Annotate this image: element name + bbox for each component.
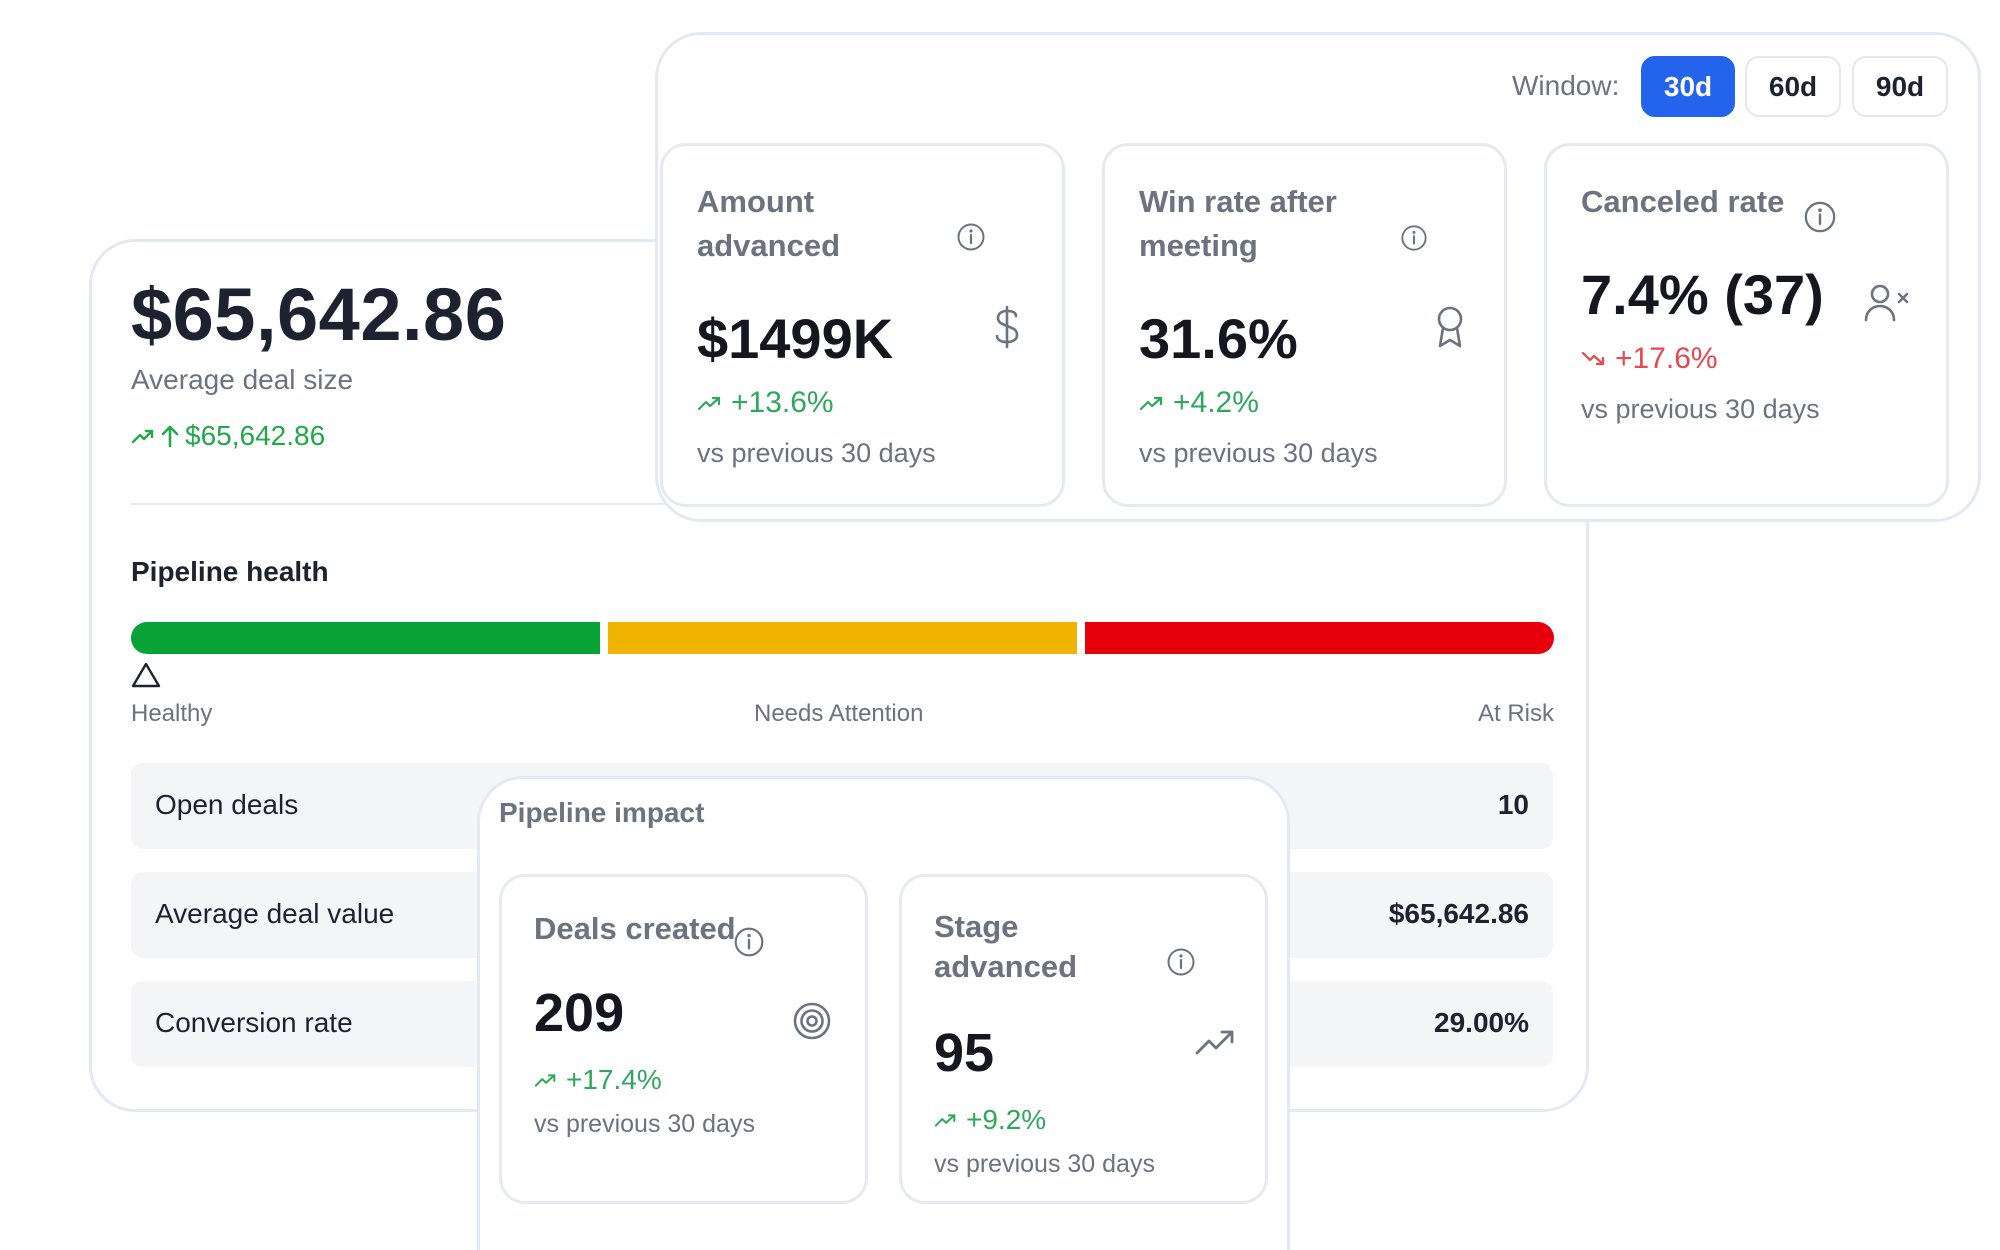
average-deal-size-delta: $65,642.86 — [131, 420, 325, 452]
impact-title: Deals created — [534, 911, 736, 946]
user-x-icon — [1864, 284, 1909, 322]
health-marker-icon — [131, 662, 161, 688]
target-icon — [793, 1002, 831, 1040]
health-bar-needs-attention — [608, 622, 1077, 654]
info-icon[interactable] — [1400, 224, 1428, 252]
window-90d-button[interactable]: 90d — [1852, 56, 1948, 117]
metric-label: Conversion rate — [155, 1007, 353, 1038]
trend-up-icon — [697, 396, 721, 411]
health-label-at-risk: At Risk — [1478, 700, 1555, 727]
health-bar-at-risk — [1085, 622, 1554, 654]
trend-up-icon — [131, 429, 154, 444]
kpi-comparison-note: vs previous 30 days — [1139, 438, 1378, 468]
pipeline-impact-title: Pipeline impact — [499, 797, 705, 828]
info-icon[interactable] — [1803, 200, 1837, 234]
metric-value: $65,642.86 — [1388, 898, 1529, 929]
window-30d-button[interactable]: 30d — [1641, 56, 1735, 117]
trend-up-icon — [934, 1114, 956, 1127]
impact-delta: +17.4% — [534, 1064, 662, 1096]
kpi-delta: +17.6% — [1581, 342, 1718, 376]
window-label: Window: — [1512, 70, 1620, 101]
trending-up-icon — [1195, 1030, 1234, 1055]
kpi-value: 31.6% — [1139, 307, 1298, 370]
kpi-delta: +4.2% — [1139, 386, 1259, 420]
impact-title: Stage advanced — [934, 909, 1078, 984]
average-deal-size-delta-value: $65,642.86 — [185, 420, 326, 451]
info-icon[interactable] — [1166, 947, 1196, 977]
window-60d-button[interactable]: 60d — [1745, 56, 1841, 117]
trend-up-icon — [1139, 396, 1163, 411]
impact-comparison-note: vs previous 30 days — [934, 1150, 1155, 1178]
impact-value: 95 — [934, 1023, 995, 1083]
kpi-card-win-rate: Win rate after meeting 31.6% +4.2% vs pr… — [1102, 143, 1507, 507]
impact-comparison-note: vs previous 30 days — [534, 1110, 755, 1138]
kpi-comparison-note: vs previous 30 days — [697, 438, 936, 468]
impact-card-deals-created: Deals created 209 +17.4% vs previous 30 … — [499, 874, 868, 1204]
trend-down-icon — [1581, 351, 1605, 366]
health-label-needs-attention: Needs Attention — [754, 700, 924, 727]
award-icon — [1437, 306, 1463, 348]
kpi-value: $1499K — [697, 307, 894, 370]
kpi-title: Amount advanced — [697, 184, 841, 263]
info-icon[interactable] — [733, 926, 765, 958]
metric-value: 29.00% — [1434, 1007, 1529, 1038]
metric-label: Open deals — [155, 789, 299, 820]
trend-up-icon — [534, 1074, 556, 1087]
impact-card-stage-advanced: Stage advanced 95 +9.2% vs previous 30 d… — [899, 874, 1268, 1204]
impact-delta: +9.2% — [934, 1104, 1046, 1136]
metric-value: 10 — [1497, 789, 1529, 820]
kpi-card-canceled-rate: Canceled rate 7.4% (37) +17.6% vs previo… — [1544, 143, 1949, 507]
kpi-delta: +13.6% — [697, 386, 834, 420]
info-icon[interactable] — [956, 222, 986, 252]
kpi-title: Win rate after meeting — [1139, 184, 1337, 263]
health-label-healthy: Healthy — [131, 700, 213, 727]
kpi-comparison-note: vs previous 30 days — [1581, 394, 1820, 424]
kpi-title: Canceled rate — [1581, 184, 1785, 219]
health-bar-healthy — [131, 622, 600, 654]
dollar-icon — [995, 305, 1019, 349]
kpi-card-amount-advanced: Amount advanced $1499K +13.6% vs previou… — [660, 143, 1065, 507]
kpi-value: 7.4% (37) — [1581, 263, 1824, 326]
metric-label: Average deal value — [155, 898, 395, 929]
average-deal-size-label: Average deal size — [131, 364, 354, 395]
pipeline-health-title: Pipeline health — [131, 556, 329, 587]
average-deal-size-value: $65,642.86 — [131, 273, 507, 356]
impact-value: 209 — [534, 983, 625, 1043]
arrow-up-icon — [161, 425, 179, 448]
